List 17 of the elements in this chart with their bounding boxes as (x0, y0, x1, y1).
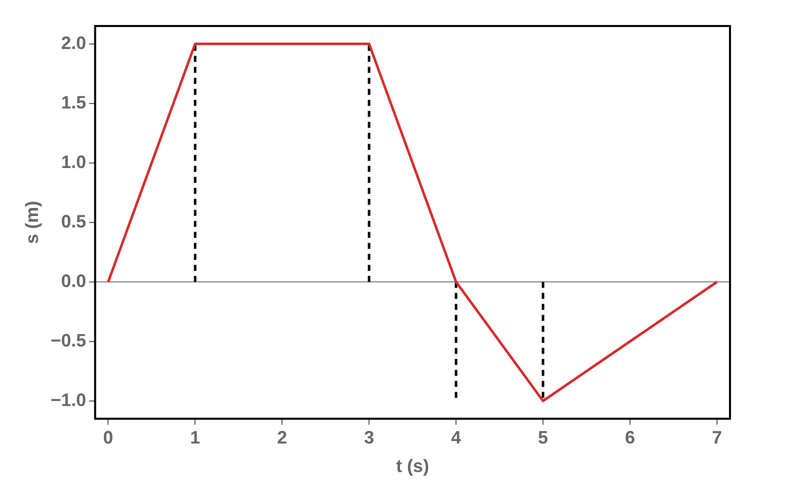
y-tick-label: 0.0 (61, 270, 86, 291)
x-tick-label: 0 (103, 428, 114, 448)
y-tick-label: 1.5 (61, 92, 86, 112)
x-tick-label: 2 (277, 428, 288, 448)
x-tick-label: 3 (364, 428, 374, 448)
y-tick-label: −0.5 (50, 330, 86, 350)
x-tick-label: 4 (451, 428, 462, 448)
y-axis-title: s (m) (22, 200, 42, 244)
x-axis-title: t (s) (396, 456, 430, 476)
y-tick-label: −1.0 (50, 390, 86, 410)
x-tick-label: 5 (538, 428, 548, 448)
y-tick-label: 0.5 (61, 211, 86, 232)
x-tick-label: 7 (712, 428, 722, 448)
x-tick-label: 1 (190, 428, 200, 448)
x-tick-label: 6 (624, 428, 635, 448)
y-tick-label: 2.0 (61, 32, 86, 53)
y-tick-label: 1.0 (61, 152, 86, 172)
